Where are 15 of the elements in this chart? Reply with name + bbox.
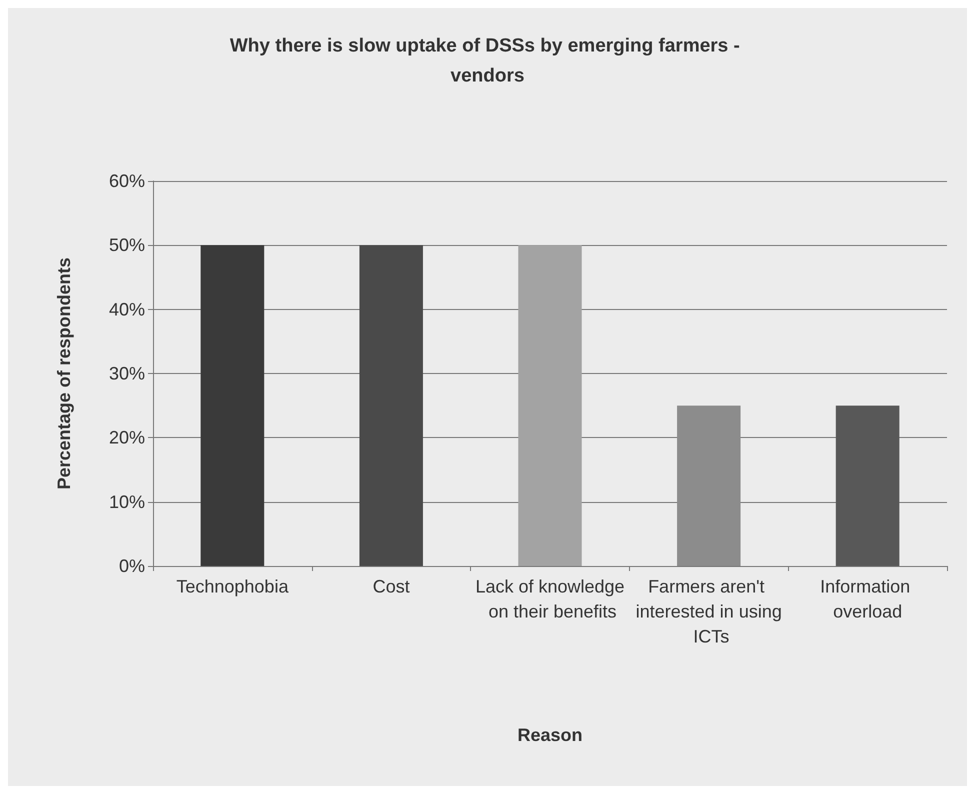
y-tick-label: 0%	[118, 556, 145, 576]
y-tick-label: 10%	[108, 492, 145, 512]
x-tick-label: Farmers aren't interested in using ICTs	[636, 576, 782, 646]
x-axis-title: Reason	[517, 725, 583, 745]
x-tick-label: Cost	[372, 576, 410, 596]
y-tick-label: 30%	[108, 364, 145, 384]
y-tick-label: 60%	[108, 171, 145, 191]
x-tick-label: Lack of knowledge on their benefits	[475, 576, 625, 622]
chart-title: Why there is slow uptake of DSSs by emerging farmers - vendors	[230, 36, 746, 86]
y-tick-label: 40%	[108, 299, 145, 320]
x-tick-label: Information overload	[820, 576, 916, 622]
x-tick-label: Technophobia	[176, 576, 290, 596]
y-tick-label: 50%	[108, 235, 145, 256]
y-tick-label: 20%	[108, 428, 145, 448]
y-axis-title: Percentage of respondents	[54, 257, 74, 490]
